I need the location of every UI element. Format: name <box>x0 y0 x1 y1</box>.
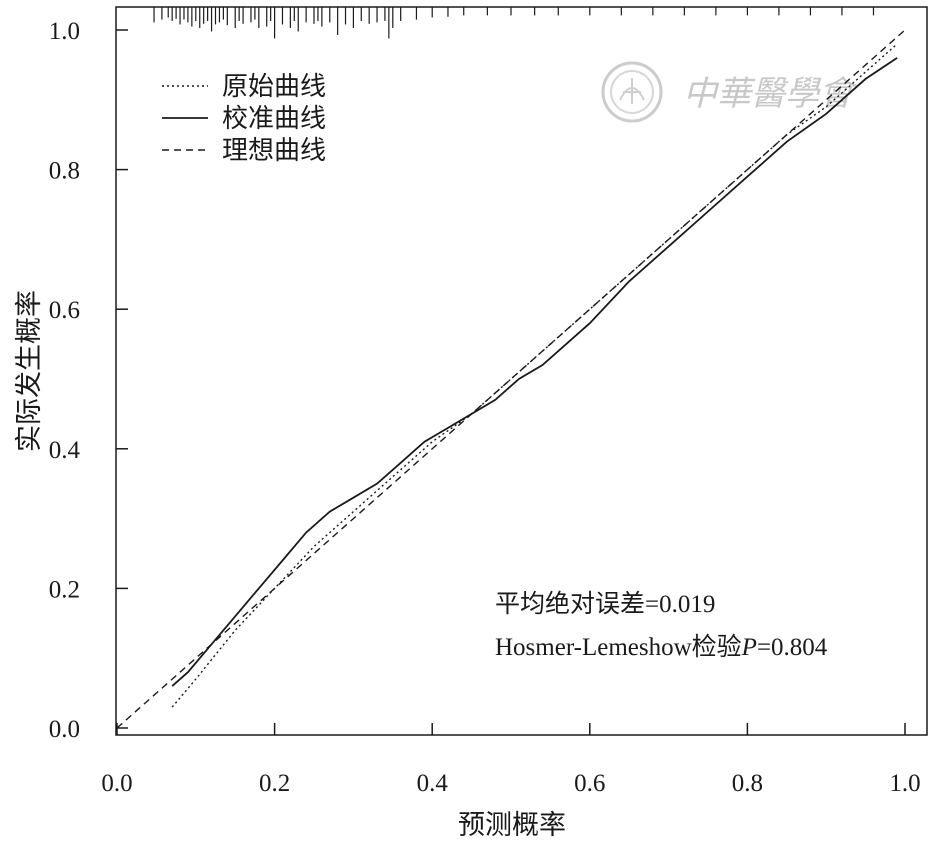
x-tick-label: 0.2 <box>259 770 290 797</box>
y-tick-label: 0.2 <box>49 576 80 603</box>
plot-frame <box>115 6 928 736</box>
y-tick-label: 0.6 <box>49 297 80 324</box>
watermark: 中華醫學會 <box>601 61 858 123</box>
x-axis-title: 预测概率 <box>458 810 566 840</box>
x-tick-label: 1.0 <box>889 770 920 797</box>
y-tick-label: 1.0 <box>49 18 80 45</box>
y-axis-title: 实际发生概率 <box>14 290 44 452</box>
x-tick-label: 0.0 <box>101 770 132 797</box>
watermark-text: 中華醫學會 <box>683 74 858 114</box>
society-seal-icon <box>601 61 663 123</box>
x-tick-label: 0.6 <box>574 770 605 797</box>
legend-label: 校准曲线 <box>222 104 326 133</box>
hl-p-symbol: P <box>741 634 757 661</box>
series-line-1 <box>171 43 898 708</box>
hl-annotation: Hosmer-Lemeshow检验P=0.804 <box>495 633 828 661</box>
y-tick-label: 0.0 <box>49 716 80 743</box>
x-axis: 0.0 0.2 0.4 0.6 0.8 1.0 <box>101 723 921 797</box>
x-tick-label: 0.8 <box>732 770 763 797</box>
series-line-3 <box>116 29 906 729</box>
y-tick-label: 0.8 <box>49 158 80 185</box>
hl-p-value: =0.804 <box>757 634 828 661</box>
hl-prefix: Hosmer-Lemeshow检验 <box>495 633 742 661</box>
x-tick-label: 0.4 <box>417 770 449 797</box>
legend-label: 理想曲线 <box>222 136 326 165</box>
mae-annotation: 平均绝对误差=0.019 <box>495 590 715 618</box>
legend-label: 原始曲线 <box>222 72 326 101</box>
y-axis: 0.0 0.2 0.4 0.6 0.8 1.0 <box>49 18 128 743</box>
rug-marks <box>153 7 875 39</box>
plot-lines <box>116 29 906 729</box>
annotation-block: 平均绝对误差=0.019 Hosmer-Lemeshow检验P=0.804 <box>495 590 828 661</box>
y-tick-label: 0.4 <box>49 437 81 464</box>
